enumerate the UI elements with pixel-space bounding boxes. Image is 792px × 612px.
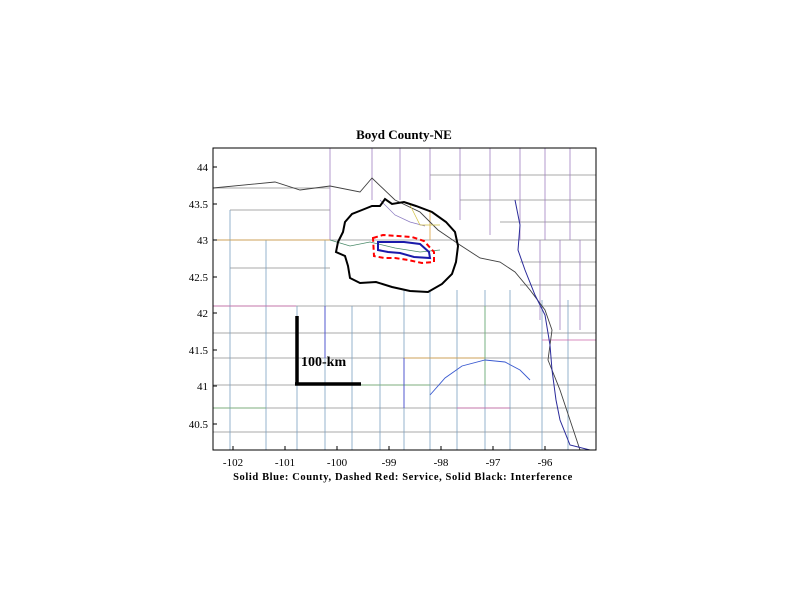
y-tick-label: 41.5 (189, 345, 209, 357)
y-tick-label: 43.5 (189, 199, 209, 211)
x-tick-label: -102 (223, 457, 243, 469)
y-tick-labels: 44 43.5 43 42.5 42 41.5 41 40.5 (189, 162, 209, 431)
scale-bar: 100-km (295, 316, 361, 386)
interference-contour (334, 197, 460, 294)
y-tick-label: 43 (197, 235, 209, 247)
service-contour (371, 233, 435, 265)
y-tick-label: 41 (197, 381, 208, 393)
scale-bar-label: 100-km (301, 355, 346, 370)
y-tick-label: 40.5 (189, 419, 209, 431)
x-tick-label: -97 (486, 457, 501, 469)
x-tick-label: -98 (434, 457, 449, 469)
map-frame (212, 147, 597, 451)
boundary-lines (213, 148, 596, 450)
y-tick-label: 42.5 (189, 272, 209, 284)
county-outline (377, 241, 432, 260)
map-title: Boyd County-NE (356, 127, 452, 142)
map-caption: Solid Blue: County, Dashed Red: Service,… (233, 472, 573, 483)
y-tick-label: 42 (197, 308, 208, 320)
y-tick-label: 44 (197, 162, 209, 174)
axis-ticks (213, 166, 546, 450)
x-tick-labels: -102 -101 -100 -99 -98 -97 -96 (223, 457, 553, 469)
x-tick-label: -101 (275, 457, 295, 469)
x-tick-label: -99 (382, 457, 397, 469)
x-tick-label: -96 (538, 457, 553, 469)
x-tick-label: -100 (327, 457, 348, 469)
